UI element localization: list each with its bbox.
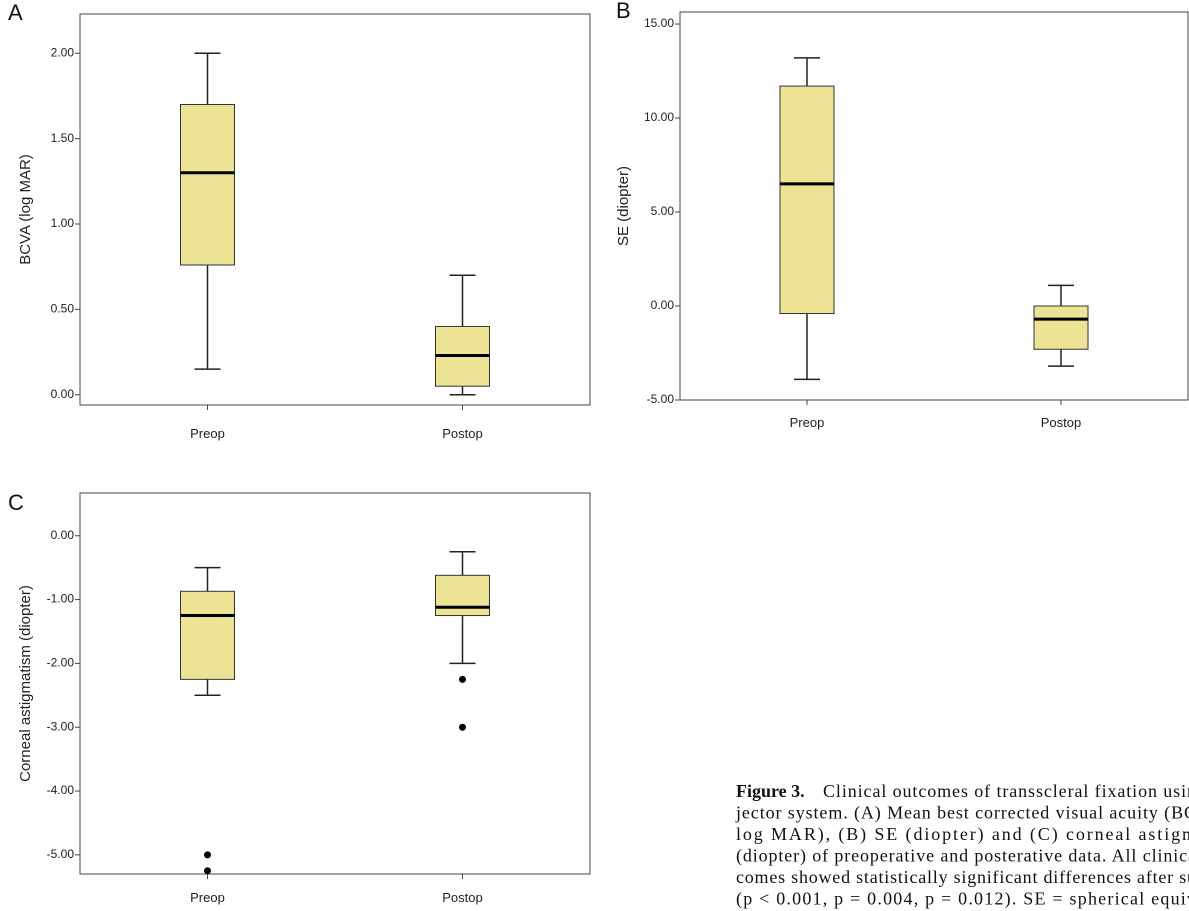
plot-frame <box>679 11 1189 401</box>
panel-label: A <box>8 0 23 25</box>
outlier <box>459 723 466 731</box>
y-tick-label: -4.00 <box>47 783 75 797</box>
y-tick-label: 0.50 <box>51 302 75 316</box>
figure-number-line: Figure 3. <box>736 781 805 801</box>
box <box>1033 305 1089 350</box>
plot-frame <box>79 13 591 406</box>
outlier <box>459 675 466 683</box>
y-tick-label: 2.00 <box>51 45 75 59</box>
caption-line: log MAR), (B) SE (diopter) and (C) corne… <box>736 824 1189 845</box>
y-tick-label: 1.00 <box>51 216 75 230</box>
y-tick-label: 0.00 <box>51 528 75 542</box>
y-axis-title: BCVA (log MAR) <box>17 154 34 265</box>
y-tick-label: 0.00 <box>51 387 75 401</box>
box <box>779 85 835 315</box>
plot-frame <box>79 492 591 875</box>
y-tick-label: -2.00 <box>47 656 75 670</box>
y-tick-label: 0.00 <box>651 298 675 312</box>
box <box>435 574 490 617</box>
caption: Clinical outcomes of transscleral fixati… <box>735 781 1189 910</box>
x-tick-label: Postop <box>1041 415 1081 430</box>
x-tick-label: Postop <box>442 890 482 905</box>
y-tick-label: 15.00 <box>644 16 674 30</box>
x-tick-label: Postop <box>442 426 482 441</box>
box <box>180 103 235 266</box>
y-tick-label: -5.00 <box>647 392 675 406</box>
box <box>180 590 235 680</box>
y-tick-label: 1.50 <box>51 131 75 145</box>
panel-label: C <box>8 490 24 515</box>
y-tick-label: -5.00 <box>47 847 75 861</box>
y-tick-label: -1.00 <box>47 592 75 606</box>
caption-line: Clinical outcomes of transscleral fixati… <box>823 781 1189 801</box>
y-tick-label: 10.00 <box>644 110 674 124</box>
panel-label: B <box>616 0 631 23</box>
y-tick-label: -3.00 <box>47 719 75 733</box>
outlier <box>204 851 211 859</box>
caption-line: comes showed statistically significant d… <box>736 867 1189 887</box>
caption-line: (p < 0.001, p = 0.004, p = 0.012). SE = … <box>736 889 1189 910</box>
outlier <box>204 867 211 875</box>
caption-line: jector system. (A) Mean best corrected v… <box>735 803 1189 824</box>
chart-panel: A BCVA (log MAR) 0.00 0.50 1.00 1.50 2.00 Preop… <box>8 0 591 441</box>
y-axis-title: Corneal astigmatism (diopter) <box>17 585 34 782</box>
x-tick-label: Preop <box>790 415 825 430</box>
y-axis-title: SE (diopter) <box>615 166 632 246</box>
figure-number: Figure 3. <box>736 781 805 801</box>
chart-panel: B SE (diopter) -5.00 0.00 5.00 10.00 15.00 Preo… <box>615 0 1189 430</box>
caption-line: (diopter) of preoperative and posterativ… <box>736 846 1189 867</box>
chart-panel: C Corneal astigmatism (diopter) -5.00 -4.00… <box>8 490 591 905</box>
x-tick-label: Preop <box>190 426 225 441</box>
x-tick-label: Preop <box>190 890 225 905</box>
y-tick-label: 5.00 <box>651 204 675 218</box>
